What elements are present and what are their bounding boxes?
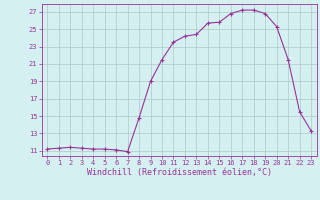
- X-axis label: Windchill (Refroidissement éolien,°C): Windchill (Refroidissement éolien,°C): [87, 168, 272, 177]
